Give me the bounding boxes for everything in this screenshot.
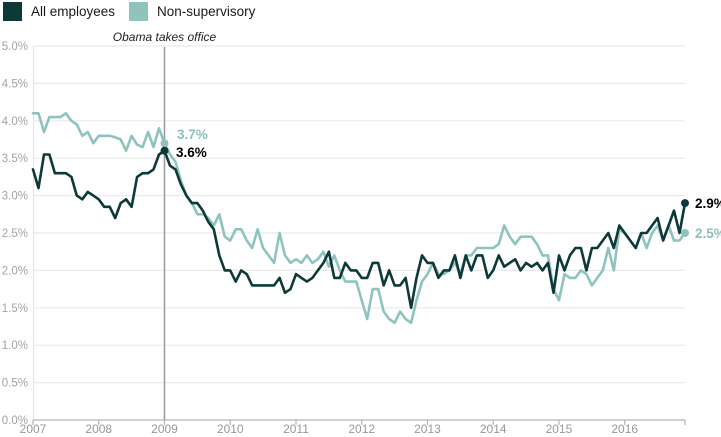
legend-label-non-supervisory: Non-supervisory (157, 4, 256, 19)
callout-dot-2.9% (681, 199, 689, 208)
y-tick-label: 4.5% (2, 78, 28, 90)
series-lines (31, 112, 687, 325)
callout-dot-3.7% (160, 139, 169, 148)
x-axis-labels: 2007 2008 2009 2010 2011 2012 2013 2014 2015 2016 (20, 422, 639, 436)
legend-item-all-employees: All employees (3, 2, 115, 21)
legend-label-all-employees: All employees (31, 4, 116, 19)
x-tick-label: 2012 (348, 422, 375, 436)
series-line-non-supervisory (31, 112, 687, 325)
legend-swatch-non-supervisory (129, 2, 149, 21)
annotation-label: Obama takes office (113, 30, 217, 44)
callout-label-all-employees-2009: 3.6% (176, 145, 207, 160)
callout-dots (160, 139, 689, 237)
y-tick-label: 5.0% (2, 41, 28, 53)
x-tick-label: 2014 (480, 422, 507, 436)
callout-label-nonsupervisory-2009: 3.7% (177, 127, 208, 142)
y-tick-label: 4.0% (2, 116, 28, 128)
legend-item-non-supervisory: Non-supervisory (129, 2, 255, 21)
y-axis-labels: 5.0% 4.5% 4.0% 3.5% 3.0% 2.5% 2.0% 1.5% 1.0% 0.5%… (2, 41, 28, 427)
y-tick-label: 1.0% (2, 340, 28, 352)
series-line-all-employees (31, 149, 687, 310)
y-tick-label: 0.5% (2, 378, 28, 390)
x-tick-label: 2009 (151, 422, 178, 436)
legend: All employees Non-supervisory (3, 2, 255, 21)
legend-swatch-all-employees (3, 2, 22, 21)
y-tick-label: 3.0% (2, 191, 28, 203)
y-tick-label: 3.5% (2, 153, 28, 165)
y-tick-label: 1.5% (2, 303, 28, 315)
callout-label-nonsupervisory-end: 2.5% (695, 226, 721, 241)
gridlines (33, 45, 685, 420)
x-tick-label: 2016 (611, 422, 638, 436)
x-tick-label: 2010 (217, 422, 244, 436)
callout-dot-3.6% (160, 146, 169, 155)
y-tick-label: 0.0% (2, 415, 28, 427)
y-tick-label: 2.5% (2, 228, 28, 240)
x-tick-label: 2007 (20, 422, 47, 436)
x-tick-label: 2015 (546, 422, 573, 436)
x-tick-label: 2011 (283, 422, 309, 436)
callout-dot-2.5% (681, 229, 689, 237)
x-axis (32, 419, 686, 425)
x-tick-label: 2008 (85, 422, 112, 436)
callout-label-all-employees-end: 2.9% (695, 196, 721, 211)
x-tick-label: 2013 (414, 422, 441, 436)
y-tick-label: 2.0% (2, 265, 28, 277)
